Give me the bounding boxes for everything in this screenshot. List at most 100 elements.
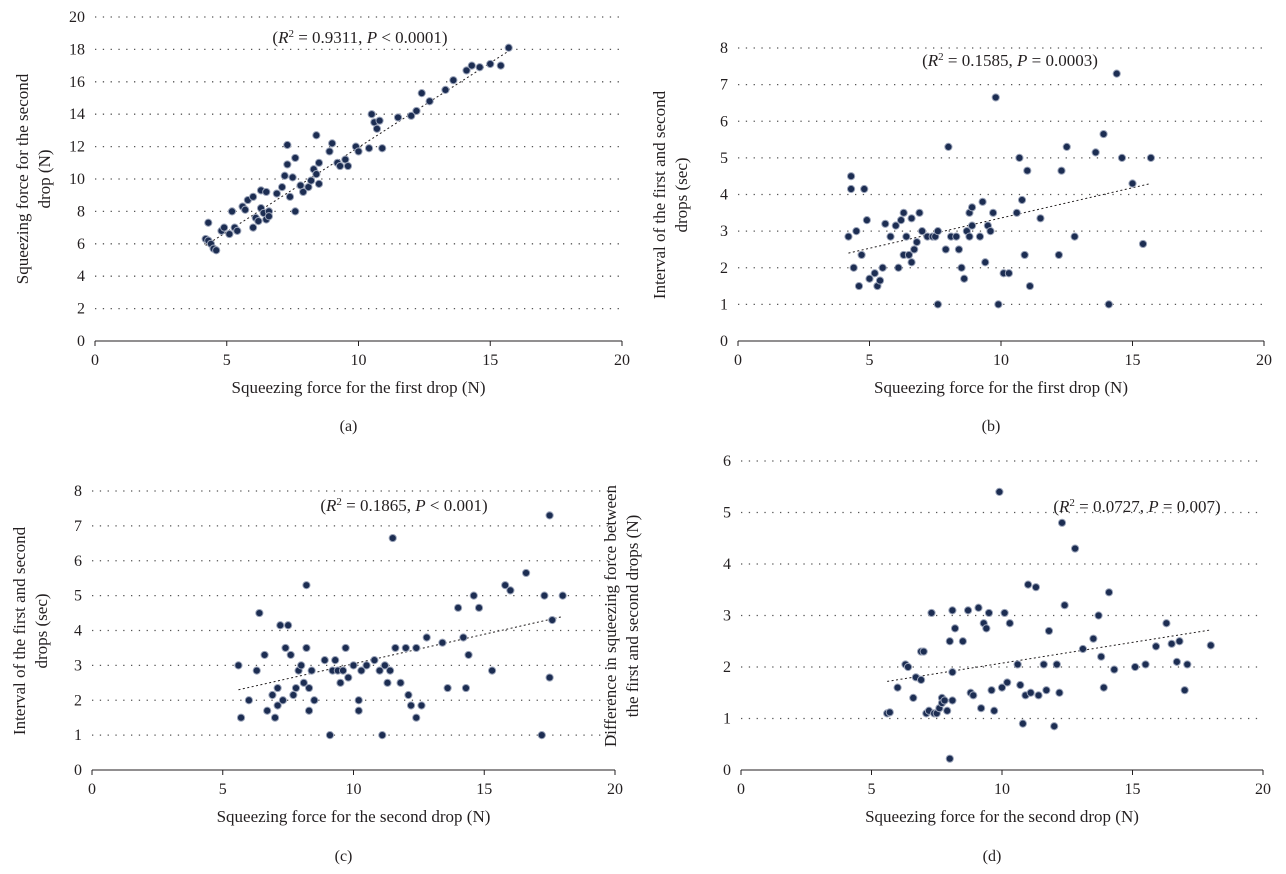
x-tick-label: 20 xyxy=(614,352,630,369)
data-point xyxy=(1091,148,1100,157)
y-tick-label: 3 xyxy=(74,657,82,674)
data-point xyxy=(878,263,887,272)
data-point xyxy=(1062,142,1071,151)
data-point xyxy=(854,281,864,291)
data-point xyxy=(391,643,400,653)
x-axis-label: Squeezing force for the second drop (N) xyxy=(865,807,1139,826)
data-point xyxy=(263,706,272,715)
data-point xyxy=(860,184,869,194)
data-point xyxy=(545,511,554,520)
data-point xyxy=(354,147,363,156)
annotation-part: R xyxy=(325,496,337,515)
data-point xyxy=(870,269,879,278)
data-point xyxy=(349,661,358,670)
data-point xyxy=(284,621,293,630)
data-point xyxy=(475,63,484,72)
data-point xyxy=(1013,660,1022,669)
data-point xyxy=(417,89,426,98)
x-tick-label: 10 xyxy=(346,781,362,798)
data-point xyxy=(1017,195,1027,205)
panel-label: (b) xyxy=(982,418,1001,435)
stats-annotation: (R2 = 0.1865, P < 0.001) xyxy=(320,496,487,515)
data-point xyxy=(969,691,978,700)
data-point xyxy=(233,226,242,235)
x-tick-label: 0 xyxy=(734,352,742,369)
data-point xyxy=(954,245,964,254)
data-point xyxy=(990,706,999,715)
data-point xyxy=(441,85,450,95)
data-point xyxy=(967,221,977,230)
annotation-part: R xyxy=(1058,497,1070,516)
y-axis-label: Interval of the first and second drops (s… xyxy=(650,90,691,299)
x-tick-label: 15 xyxy=(1125,352,1141,369)
x-tick-label: 10 xyxy=(351,352,367,369)
y-tick-label: 20 xyxy=(69,9,85,26)
data-point xyxy=(486,59,495,69)
data-point xyxy=(894,263,903,272)
data-point xyxy=(310,696,319,705)
data-point xyxy=(459,633,468,642)
data-point xyxy=(1036,214,1045,223)
annotation-part: = 0.1865, xyxy=(342,496,415,515)
stats-annotation: (R2 = 0.1585, P = 0.0003) xyxy=(922,51,1098,70)
x-tick-label: 20 xyxy=(1256,352,1272,369)
data-point xyxy=(425,97,434,106)
y-tick-label: 8 xyxy=(74,483,82,500)
data-point xyxy=(249,223,258,232)
data-point xyxy=(438,638,447,647)
data-point xyxy=(881,219,890,228)
x-tick-label: 0 xyxy=(91,352,99,369)
data-point xyxy=(899,208,908,217)
data-point xyxy=(1018,719,1027,728)
annotation-part: = 0.007) xyxy=(1159,497,1221,516)
data-point xyxy=(952,232,961,241)
data-point xyxy=(454,603,463,612)
data-point xyxy=(506,586,515,595)
data-point xyxy=(386,666,395,675)
data-point xyxy=(325,731,335,740)
x-tick-label: 10 xyxy=(993,352,1009,369)
data-point xyxy=(320,656,329,665)
data-point xyxy=(849,263,858,272)
data-point xyxy=(1012,208,1021,217)
annotation-part: ( xyxy=(272,28,278,47)
y-tick-label: 6 xyxy=(723,453,731,470)
data-point xyxy=(380,661,389,670)
data-point xyxy=(469,591,478,600)
y-tick-label: 12 xyxy=(69,139,85,156)
data-point xyxy=(407,111,416,120)
data-point xyxy=(1094,611,1103,620)
data-point xyxy=(1104,300,1113,309)
data-point xyxy=(982,624,991,633)
data-point xyxy=(273,683,282,693)
data-point xyxy=(335,161,345,171)
data-point xyxy=(283,140,292,150)
annotation-part: ( xyxy=(320,496,326,515)
data-point xyxy=(1128,179,1137,188)
data-point xyxy=(302,581,311,590)
data-point xyxy=(289,690,298,700)
data-point xyxy=(277,183,287,192)
y-tick-label: 6 xyxy=(74,553,82,570)
data-point xyxy=(1042,686,1051,695)
data-point xyxy=(545,673,554,682)
data-point xyxy=(276,621,285,630)
y-axis-label: Interval of the first and second drops (s… xyxy=(10,526,51,735)
data-point xyxy=(886,232,895,241)
data-point xyxy=(987,686,996,695)
y-tick-label: 18 xyxy=(69,41,85,58)
data-point xyxy=(1138,239,1148,249)
data-point xyxy=(487,666,497,675)
y-axis-label-line: drop (N) xyxy=(35,149,54,208)
y-axis-label-line: Interval of the first and second xyxy=(650,90,669,299)
data-point xyxy=(558,591,567,600)
data-point xyxy=(1005,619,1014,628)
data-point xyxy=(1206,641,1215,650)
data-point xyxy=(212,246,221,255)
x-axis-label: Squeezing force for the first drop (N) xyxy=(874,378,1128,397)
data-point xyxy=(919,647,928,656)
annotation-part: 2 xyxy=(938,51,944,63)
data-point xyxy=(396,678,405,687)
data-point xyxy=(1004,269,1013,278)
data-point xyxy=(264,212,274,221)
